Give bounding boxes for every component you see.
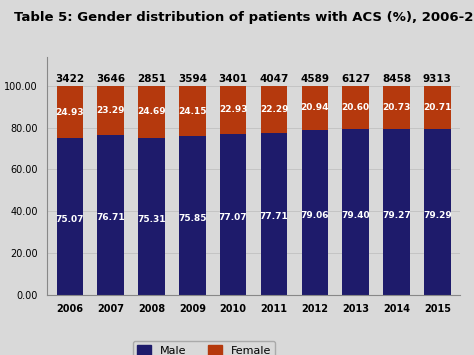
Bar [56, 86, 83, 138]
Bar [424, 129, 451, 295]
Bar [261, 86, 287, 132]
Bar [220, 134, 246, 295]
Bar [301, 86, 328, 130]
Bar [383, 129, 410, 295]
Text: 75.31: 75.31 [137, 215, 166, 224]
Bar [98, 86, 124, 135]
Text: 79.40: 79.40 [341, 211, 370, 220]
Text: 20.71: 20.71 [423, 103, 452, 112]
Text: 24.93: 24.93 [55, 108, 84, 116]
Text: 79.06: 79.06 [301, 211, 329, 220]
Text: 8458: 8458 [382, 73, 411, 83]
Text: 79.27: 79.27 [382, 211, 411, 220]
Text: 22.29: 22.29 [260, 105, 288, 114]
Text: 76.71: 76.71 [96, 213, 125, 222]
Text: 23.29: 23.29 [96, 106, 125, 115]
Text: 22.93: 22.93 [219, 105, 247, 114]
Bar [342, 129, 369, 295]
Bar [424, 86, 451, 129]
Text: Table 5: Gender distribution of patients with ACS (%), 2006-2015: Table 5: Gender distribution of patients… [14, 11, 474, 24]
Bar [179, 86, 206, 136]
Bar [56, 138, 83, 295]
Bar [98, 135, 124, 295]
Bar [261, 132, 287, 295]
Bar [383, 86, 410, 129]
Text: 24.15: 24.15 [178, 107, 207, 116]
Text: 20.94: 20.94 [301, 103, 329, 112]
Text: 77.07: 77.07 [219, 213, 247, 222]
Bar [301, 130, 328, 295]
Text: 20.73: 20.73 [383, 103, 410, 112]
Bar [342, 86, 369, 129]
Bar [138, 86, 165, 137]
Text: 9313: 9313 [423, 73, 452, 83]
Bar [138, 137, 165, 295]
Text: 75.85: 75.85 [178, 214, 207, 223]
Text: 2851: 2851 [137, 73, 166, 83]
Text: 4047: 4047 [259, 73, 289, 83]
Text: 77.71: 77.71 [260, 212, 288, 221]
Text: 3422: 3422 [55, 73, 84, 83]
Text: 20.60: 20.60 [342, 103, 370, 112]
Text: 4589: 4589 [301, 73, 329, 83]
Text: 79.29: 79.29 [423, 211, 452, 220]
Bar [220, 86, 246, 134]
Legend: Male, Female: Male, Female [133, 341, 275, 355]
Text: 6127: 6127 [341, 73, 370, 83]
Text: 24.69: 24.69 [137, 107, 166, 116]
Text: 75.07: 75.07 [55, 215, 84, 224]
Text: 3594: 3594 [178, 73, 207, 83]
Text: 3646: 3646 [96, 73, 125, 83]
Text: 3401: 3401 [219, 73, 248, 83]
Bar [179, 136, 206, 295]
